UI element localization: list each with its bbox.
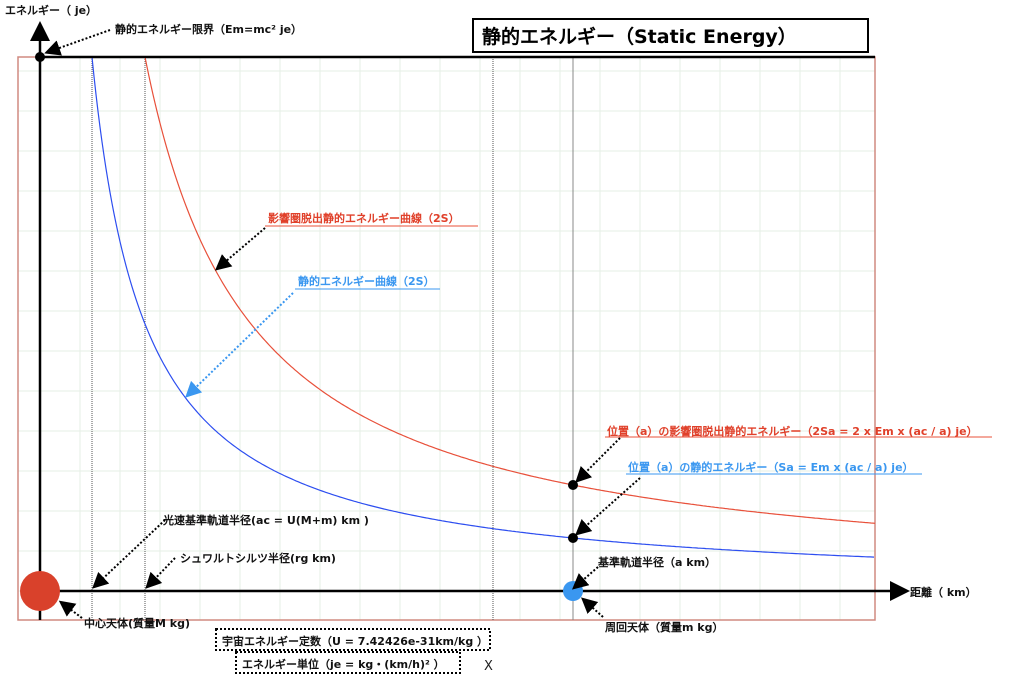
- escape-curve-label: 影響圏脱出静的エネルギー曲線（2S）: [268, 211, 460, 225]
- plot-frame: [17, 56, 876, 621]
- orbiting-body-arrow: [581, 597, 604, 618]
- energy-limit-arrow: [44, 29, 111, 56]
- energy-unit-box: [235, 651, 461, 674]
- schwarzschild-radius-label: シュワルトシルツ半径(rg km): [180, 551, 336, 565]
- energy-limit-point: [35, 52, 45, 62]
- central-body: [20, 571, 60, 611]
- light-speed-radius-arrow: [92, 519, 166, 589]
- static-energy-point: [568, 533, 578, 543]
- reference-orbit-radius-label: 基準軌道半径（a km）: [597, 555, 716, 569]
- central-body-arrow: [58, 600, 83, 619]
- title-box: [472, 18, 869, 53]
- universal-constant-label: 宇宙エネルギー定数（U = 7.42426e-31km/kg ）: [222, 634, 488, 648]
- energy-limit-label: 静的エネルギー限界（Em=mc² je）: [115, 22, 302, 36]
- static-energy-curve: [91, 56, 875, 558]
- universal-constant-box: [215, 628, 491, 651]
- static-curve-arrow: [185, 292, 294, 398]
- static-at-a-arrow: [575, 477, 641, 536]
- orbiting-body: [563, 581, 583, 601]
- x-axis-label: 距離（ km）: [910, 585, 977, 599]
- central-body-label: 中心天体(質量M kg): [84, 616, 190, 630]
- stray-x-mark: X: [484, 659, 493, 674]
- schwarzschild-radius-arrow: [145, 557, 176, 589]
- escape-at-a-label: 位置（a）の影響圏脱出静的エネルギー（2Sa = 2 x Em x (ac / …: [607, 424, 978, 438]
- orbiting-body-label: 周回天体（質量m kg）: [605, 620, 723, 634]
- static-curve-label: 静的エネルギー曲線（2S）: [298, 274, 435, 288]
- escape-curve-arrow: [214, 227, 266, 271]
- escape-energy-curve: [144, 56, 876, 524]
- reference-orbit-arrow: [571, 566, 599, 590]
- static-at-a-label: 位置（a）の静的エネルギー（Sa = Em x (ac / a) je）: [628, 460, 914, 474]
- grid: [18, 57, 875, 620]
- y-axis-label: エネルギー（ je）: [5, 3, 97, 17]
- light-speed-radius-label: 光速基準軌道半径(ac = U(M+m) km ): [162, 513, 369, 527]
- energy-unit-label: エネルギー単位（je = kg・(km/h)² ）: [242, 657, 445, 671]
- diagram-title: 静的エネルギー（Static Energy）: [482, 25, 797, 48]
- escape-energy-point: [568, 480, 578, 490]
- escape-at-a-arrow: [575, 437, 621, 483]
